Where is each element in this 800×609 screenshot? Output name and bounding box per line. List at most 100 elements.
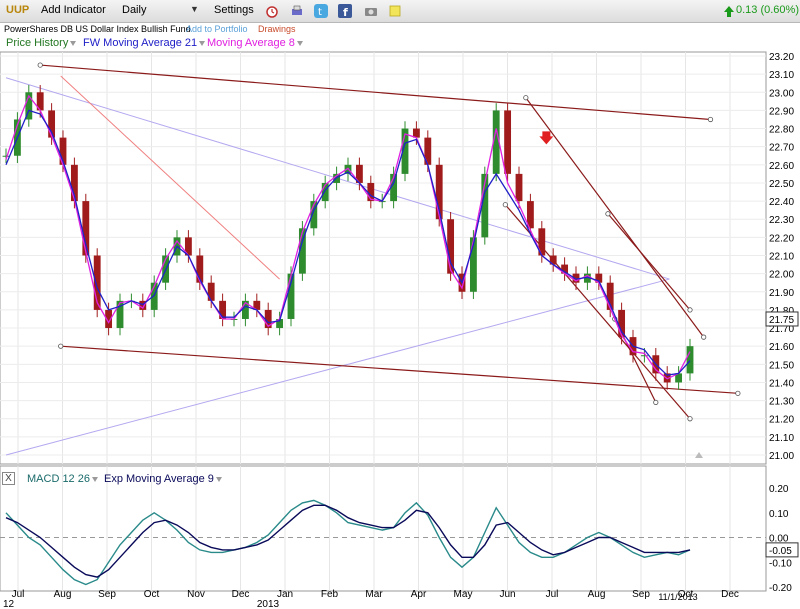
scroll-up-icon: [695, 452, 703, 458]
price-tick-label: 22.60: [769, 161, 794, 172]
drawings-link[interactable]: Drawings: [258, 24, 296, 34]
macd-tick-label: 0.00: [769, 534, 789, 545]
macd-panel-frame: [0, 465, 767, 592]
candle-body: [515, 173, 523, 202]
chevron-down-icon: [199, 40, 206, 46]
candlestick-series: [2, 85, 694, 390]
candle-body: [264, 309, 272, 329]
price-tick-label: 21.10: [769, 433, 794, 444]
toolbar: UUP Add Indicator Daily ▼ Settings t f 0…: [0, 0, 800, 23]
moving-averages: [5, 94, 691, 380]
month-tick-label: Jul: [12, 589, 25, 600]
close-icon[interactable]: X: [2, 472, 15, 485]
price-tick-label: 21.60: [769, 342, 794, 353]
line-endpoint: [701, 334, 707, 340]
candle-body: [298, 228, 306, 274]
candle-body: [59, 137, 67, 165]
legend-ma8[interactable]: Moving Average 8: [207, 37, 303, 49]
candle-body: [492, 110, 500, 174]
legend-macd[interactable]: MACD 12 26: [27, 473, 98, 485]
month-tick-label: Sep: [632, 589, 650, 600]
legend-signal-label: Exp Moving Average 9: [104, 473, 214, 485]
price-tick-label: 22.90: [769, 106, 794, 117]
price-tick-label: 22.30: [769, 215, 794, 226]
chevron-down-icon: [296, 40, 303, 46]
last-price-box: [765, 311, 799, 327]
candle-body: [572, 273, 580, 283]
fund-name: PowerShares DB US Dollar Index Bullish F…: [4, 24, 191, 34]
price-tick-label: 22.80: [769, 125, 794, 136]
notes-icon[interactable]: [388, 4, 402, 18]
candle-body: [504, 110, 512, 174]
alarm-clock-icon[interactable]: [265, 4, 279, 18]
price-tick-label: 23.10: [769, 70, 794, 81]
chevron-down-icon: [70, 40, 77, 46]
candle-body: [82, 201, 90, 256]
candle-body: [48, 110, 56, 138]
twitter-icon[interactable]: t: [314, 4, 328, 18]
year-tick-label: 2013: [257, 599, 280, 609]
legend-price-history[interactable]: Price History: [6, 37, 77, 49]
legend-signal[interactable]: Exp Moving Average 9: [104, 473, 222, 485]
candle-body: [93, 255, 101, 310]
camera-icon[interactable]: [364, 4, 378, 18]
facebook-icon[interactable]: f: [338, 4, 352, 18]
price-change: 0.13 (0.60%): [736, 4, 799, 16]
add-to-portfolio-link[interactable]: Add to Portfolio: [186, 24, 248, 34]
candle-body: [469, 237, 477, 292]
legend-ma8-label: Moving Average 8: [207, 37, 295, 49]
macd-tick-label: 0.20: [769, 484, 789, 495]
candle-body: [606, 282, 614, 310]
period-select[interactable]: Daily: [122, 4, 147, 16]
candle-body: [435, 164, 443, 220]
price-tick-label: 22.20: [769, 233, 794, 244]
price-tick-label: 22.00: [769, 270, 794, 281]
price-tick-label: 23.20: [769, 52, 794, 63]
month-tick-label: Jan: [277, 589, 293, 600]
candle-body: [196, 255, 204, 283]
line-endpoint: [605, 211, 611, 217]
price-tick-label: 21.50: [769, 360, 794, 371]
ma21-line: [5, 109, 691, 376]
trendlines: [5, 62, 741, 456]
line-endpoint: [707, 116, 714, 123]
price-tick-label: 22.70: [769, 143, 794, 154]
settings-button[interactable]: Settings: [214, 4, 254, 16]
macd-panel: [0, 499, 766, 586]
macd-tick-label: 0.10: [769, 509, 789, 520]
period-dropdown-icon[interactable]: ▼: [190, 4, 199, 14]
channel-line: [607, 213, 691, 311]
candle-body: [686, 346, 694, 374]
ticker-symbol[interactable]: UUP: [6, 4, 30, 16]
candle-body: [367, 182, 375, 202]
ma8-line: [5, 94, 691, 380]
candle-body: [287, 273, 295, 319]
price-tick-label: 21.20: [769, 415, 794, 426]
candle-body: [310, 201, 318, 229]
candle-body: [2, 155, 10, 157]
candle-body: [276, 318, 284, 329]
candle-body: [538, 228, 546, 256]
month-tick-label: Aug: [588, 589, 606, 600]
candle-body: [105, 309, 113, 329]
legend-price-history-label: Price History: [6, 37, 69, 49]
print-icon[interactable]: [290, 4, 304, 18]
macd-line: [5, 499, 691, 586]
year-tick-label: 12: [3, 599, 15, 609]
legend-ma21[interactable]: FW Moving Average 21: [83, 37, 206, 49]
candle-body: [355, 164, 363, 183]
line-endpoint: [523, 95, 529, 101]
arrow-up-icon: [724, 6, 734, 17]
trendline: [60, 75, 280, 280]
month-tick-label: Dec: [721, 589, 739, 600]
down-arrow-marker: [539, 131, 554, 145]
month-tick-label: Oct: [678, 589, 694, 600]
price-tick-label: 22.40: [769, 197, 794, 208]
candle-body: [663, 373, 671, 383]
add-indicator-button[interactable]: Add Indicator: [41, 4, 106, 16]
month-tick-label: Nov: [187, 589, 205, 600]
month-tick-label: Jul: [546, 589, 559, 600]
line-endpoint: [735, 390, 741, 396]
line-endpoint: [37, 62, 43, 68]
